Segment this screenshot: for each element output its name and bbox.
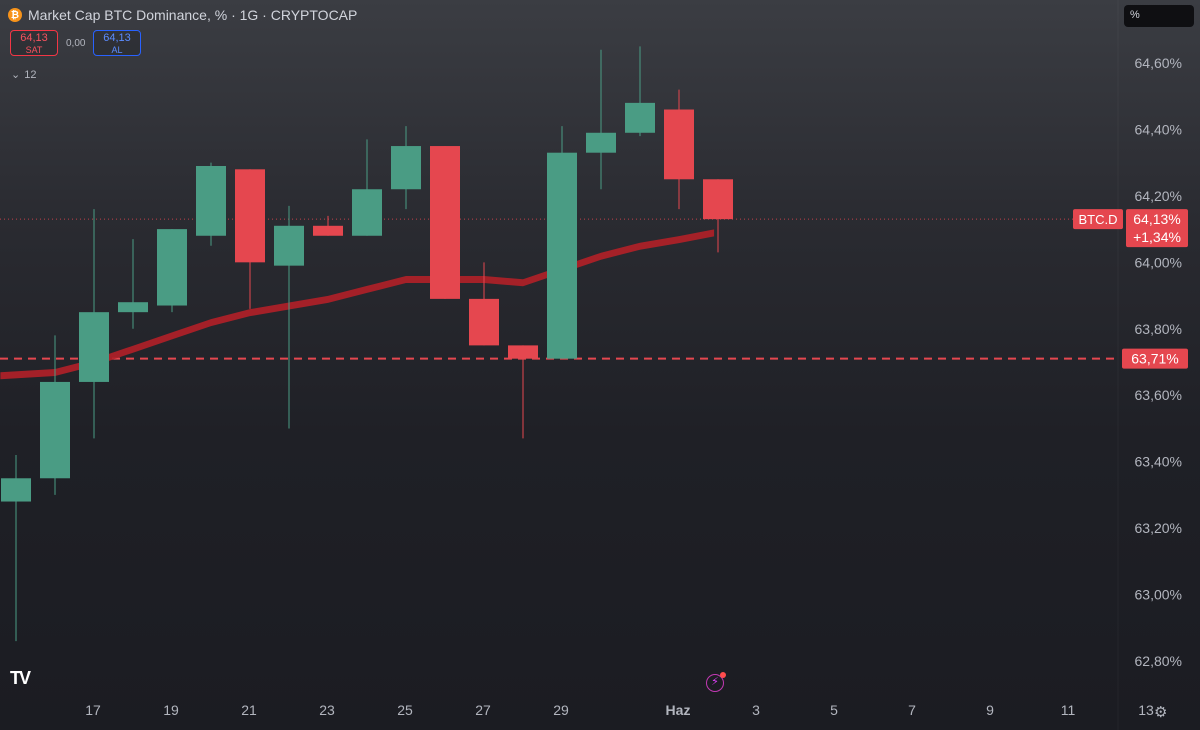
candle-body xyxy=(235,169,265,263)
x-tick-label: 7 xyxy=(908,702,916,718)
bitcoin-icon: ₿ xyxy=(8,8,22,22)
x-tick-label: 23 xyxy=(319,702,335,718)
candle-body xyxy=(703,179,733,220)
x-tick-label: 11 xyxy=(1061,702,1076,718)
tradingview-logo-icon[interactable]: TV xyxy=(10,668,31,688)
y-tick-label: 63,60% xyxy=(1135,387,1182,403)
candle-body xyxy=(391,146,421,190)
x-tick-label: 5 xyxy=(830,702,838,718)
y-tick-label: 64,60% xyxy=(1135,55,1182,71)
x-tick-label: Haz xyxy=(666,702,691,718)
candle-body xyxy=(313,225,343,236)
gear-icon[interactable]: ⚙ xyxy=(1154,704,1168,721)
candle-body xyxy=(1,478,31,502)
buy-label: AL xyxy=(111,45,123,55)
sell-button[interactable]: 64,13 SAT xyxy=(10,30,58,56)
candle-body xyxy=(430,146,460,299)
symbol-title[interactable]: Market Cap BTC Dominance, % · 1G · CRYPT… xyxy=(28,7,358,23)
x-tick-label: 27 xyxy=(475,702,491,718)
candle-body xyxy=(157,229,187,306)
y-tick-label: 63,40% xyxy=(1135,454,1182,470)
chart-header: ₿ Market Cap BTC Dominance, % · 1G · CRY… xyxy=(8,7,357,23)
x-tick-label: 3 xyxy=(752,702,760,718)
candle-body xyxy=(274,225,304,266)
x-tick-label: 19 xyxy=(163,702,179,718)
candle-body xyxy=(118,302,148,313)
x-tick-label: 9 xyxy=(986,702,994,718)
buy-button[interactable]: 64,13 AL xyxy=(93,30,141,56)
candle-body xyxy=(196,165,226,236)
candle-body xyxy=(352,189,382,236)
candle-body xyxy=(664,109,694,180)
x-tick-label: 13 xyxy=(1138,702,1154,718)
candle-body xyxy=(469,298,499,346)
x-tick-label: 21 xyxy=(241,702,257,718)
x-tick-label: 25 xyxy=(397,702,413,718)
hline-price-label: 63,71% xyxy=(1131,351,1178,367)
ema-band xyxy=(0,229,715,380)
x-tick-label: 17 xyxy=(85,702,101,718)
candle-body xyxy=(40,381,70,479)
y-tick-label: 64,00% xyxy=(1135,254,1182,270)
candle-body xyxy=(586,132,616,153)
y-tick-label: 64,40% xyxy=(1135,121,1182,137)
y-tick-label: 63,80% xyxy=(1135,321,1182,337)
buy-price: 64,13 xyxy=(103,32,131,44)
current-price-badge xyxy=(1126,209,1188,248)
candle-body xyxy=(547,152,577,359)
candle-body xyxy=(508,345,538,359)
y-tick-label: 63,00% xyxy=(1135,587,1182,603)
y-tick-label: 62,80% xyxy=(1135,653,1182,669)
scale-unit-button[interactable]: % xyxy=(1124,5,1194,27)
spread-value: 0,00 xyxy=(66,38,86,49)
indicators-toggle[interactable]: ⌄ 12 xyxy=(11,68,37,82)
hline-price-badge xyxy=(1122,348,1188,369)
symbol-tag-badge xyxy=(1073,209,1123,230)
y-tick-label: 64,20% xyxy=(1135,188,1182,204)
symbol-tag-label: BTC.D xyxy=(1079,212,1118,227)
current-price-label: 64,13% xyxy=(1133,211,1180,227)
indicators-count: 12 xyxy=(24,68,37,81)
candle-body xyxy=(79,312,109,382)
sell-price: 64,13 xyxy=(20,32,48,44)
candle-body xyxy=(625,102,655,133)
chevron-down-icon: ⌄ xyxy=(11,69,21,81)
notification-dot xyxy=(720,672,726,678)
lightning-icon[interactable]: ⚡ xyxy=(706,672,726,692)
x-tick-label: 29 xyxy=(553,702,569,718)
sell-label: SAT xyxy=(25,45,43,55)
y-tick-label: 63,20% xyxy=(1135,520,1182,536)
current-change-label: +1,34% xyxy=(1133,229,1181,245)
